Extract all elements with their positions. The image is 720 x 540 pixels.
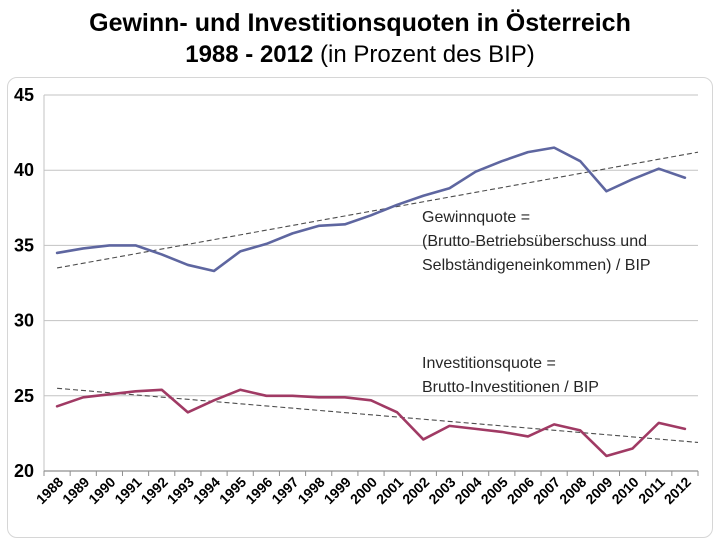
annotation-gewinnquote: Gewinnquote = (Brutto-Betriebsüberschuss… bbox=[422, 206, 651, 278]
svg-text:2007: 2007 bbox=[530, 474, 563, 507]
svg-text:2011: 2011 bbox=[635, 474, 668, 507]
chart-title: Gewinn- und Investitionsquoten in Österr… bbox=[0, 6, 720, 70]
chart-frame bbox=[7, 77, 713, 538]
svg-text:1996: 1996 bbox=[242, 474, 275, 507]
svg-text:2003: 2003 bbox=[425, 474, 458, 507]
series-investitionsquote bbox=[55, 388, 687, 458]
svg-text:1997: 1997 bbox=[268, 474, 301, 507]
svg-text:20: 20 bbox=[14, 461, 34, 481]
annotation-line: Brutto-Investitionen / BIP bbox=[422, 379, 599, 396]
svg-text:1998: 1998 bbox=[294, 474, 327, 507]
annotation-line: (Brutto-Betriebsüberschuss und bbox=[422, 233, 647, 250]
svg-text:2009: 2009 bbox=[582, 474, 615, 507]
svg-text:2005: 2005 bbox=[478, 474, 511, 507]
annotation-line: Gewinnquote = bbox=[422, 209, 531, 226]
chart-title-line2: 1988 - 2012 (in Prozent des BIP) bbox=[0, 40, 720, 70]
svg-text:2001: 2001 bbox=[373, 474, 406, 507]
svg-text:2000: 2000 bbox=[347, 474, 380, 507]
svg-text:45: 45 bbox=[14, 85, 34, 105]
svg-text:40: 40 bbox=[14, 160, 34, 180]
svg-text:1994: 1994 bbox=[190, 474, 223, 507]
annotation-line: Selbständigeneinkommen) / BIP bbox=[422, 257, 651, 274]
title-unit-note: (in Prozent des BIP) bbox=[313, 41, 535, 68]
y-axis-labels: 20 25 30 35 40 45 bbox=[14, 85, 34, 481]
svg-text:35: 35 bbox=[14, 235, 34, 255]
trendline-gewinnquote bbox=[56, 151, 699, 269]
x-axis bbox=[43, 470, 699, 476]
svg-text:1990: 1990 bbox=[85, 474, 118, 507]
svg-text:30: 30 bbox=[14, 311, 34, 331]
svg-text:1991: 1991 bbox=[111, 474, 144, 507]
svg-text:1999: 1999 bbox=[321, 474, 354, 507]
title-year-range: 1988 - 2012 bbox=[185, 41, 314, 68]
x-axis-labels: 1988198919901991199219931994199519961997… bbox=[33, 474, 694, 507]
svg-text:2006: 2006 bbox=[504, 474, 537, 507]
svg-text:1993: 1993 bbox=[164, 474, 197, 507]
svg-text:25: 25 bbox=[14, 386, 34, 406]
svg-text:1988: 1988 bbox=[33, 474, 66, 507]
svg-text:2004: 2004 bbox=[451, 474, 484, 507]
chart-title-line1: Gewinn- und Investitionsquoten in Österr… bbox=[89, 9, 631, 37]
svg-text:2012: 2012 bbox=[661, 474, 694, 507]
trendline-investitionsquote bbox=[57, 387, 699, 443]
series-gewinnquote bbox=[55, 146, 687, 273]
svg-text:1992: 1992 bbox=[137, 474, 170, 507]
svg-text:2008: 2008 bbox=[556, 474, 589, 507]
svg-text:2002: 2002 bbox=[399, 474, 432, 507]
svg-text:1995: 1995 bbox=[216, 474, 249, 507]
annotation-investitionsquote: Investitionsquote = Brutto-Investitionen… bbox=[422, 352, 599, 400]
annotation-line: Investitionsquote = bbox=[422, 355, 556, 372]
svg-text:1989: 1989 bbox=[59, 474, 92, 507]
svg-text:2010: 2010 bbox=[608, 474, 641, 507]
